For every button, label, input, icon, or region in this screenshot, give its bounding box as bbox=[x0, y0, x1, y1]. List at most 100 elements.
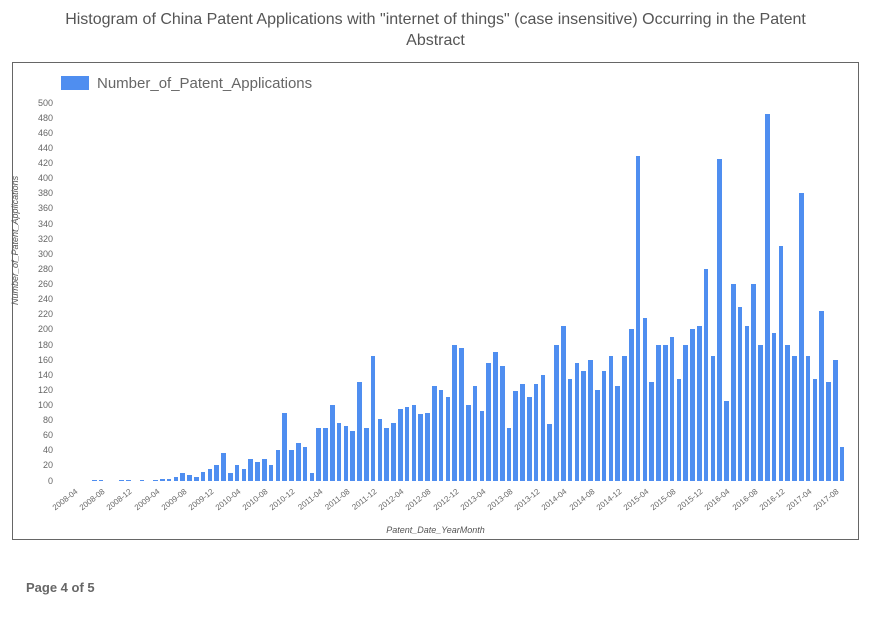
bar bbox=[656, 345, 661, 481]
bar-slot bbox=[241, 103, 248, 481]
bar-slot: 2013-04 bbox=[478, 103, 485, 481]
bar bbox=[534, 384, 539, 481]
bar-slot bbox=[302, 103, 309, 481]
bar bbox=[242, 469, 247, 481]
bar-slot bbox=[139, 103, 146, 481]
x-tick: 2013-04 bbox=[459, 487, 488, 512]
bar bbox=[180, 473, 185, 481]
bar-slot bbox=[281, 103, 288, 481]
bar-slot bbox=[186, 103, 193, 481]
bar bbox=[609, 356, 614, 481]
bar bbox=[160, 479, 165, 481]
bar bbox=[194, 477, 199, 481]
bar bbox=[208, 469, 213, 480]
bar-slot: 2008-04 bbox=[71, 103, 78, 481]
bar-slot bbox=[64, 103, 71, 481]
bar-slot bbox=[295, 103, 302, 481]
bar bbox=[248, 459, 253, 480]
bar-slot bbox=[57, 103, 64, 481]
x-tick: 2017-08 bbox=[812, 487, 841, 512]
x-tick: 2016-04 bbox=[703, 487, 732, 512]
y-tick: 420 bbox=[31, 158, 53, 168]
bar bbox=[201, 472, 206, 481]
x-tick: 2008-12 bbox=[105, 487, 134, 512]
bar bbox=[677, 379, 682, 481]
y-tick: 260 bbox=[31, 279, 53, 289]
y-tick: 160 bbox=[31, 355, 53, 365]
x-tick: 2008-08 bbox=[78, 487, 107, 512]
x-tick: 2012-04 bbox=[377, 487, 406, 512]
bar bbox=[303, 447, 308, 481]
bar-slot bbox=[648, 103, 655, 481]
bar bbox=[391, 423, 396, 480]
bar-slot bbox=[492, 103, 499, 481]
bar bbox=[561, 326, 566, 481]
y-tick: 0 bbox=[31, 476, 53, 486]
bar bbox=[378, 419, 383, 481]
bar bbox=[541, 375, 546, 481]
bar bbox=[704, 269, 709, 481]
bar bbox=[174, 477, 179, 481]
bar bbox=[731, 284, 736, 481]
x-tick: 2016-08 bbox=[731, 487, 760, 512]
bar-slot: 2015-12 bbox=[696, 103, 703, 481]
x-tick: 2009-08 bbox=[160, 487, 189, 512]
bar-slot: 2010-12 bbox=[288, 103, 295, 481]
x-tick: 2012-08 bbox=[404, 487, 433, 512]
bar-slot bbox=[703, 103, 710, 481]
bar bbox=[799, 193, 804, 480]
bar-slot bbox=[519, 103, 526, 481]
bar-slot bbox=[356, 103, 363, 481]
bar-slot: 2008-12 bbox=[125, 103, 132, 481]
bar-slot bbox=[111, 103, 118, 481]
chart-title: Histogram of China Patent Applications w… bbox=[0, 0, 871, 56]
bar-slot bbox=[84, 103, 91, 481]
bar bbox=[772, 333, 777, 480]
bar-slot bbox=[608, 103, 615, 481]
page-indicator: Page 4 of 5 bbox=[26, 580, 95, 595]
bar bbox=[554, 345, 559, 481]
bar bbox=[371, 356, 376, 481]
y-tick: 300 bbox=[31, 249, 53, 259]
bar-slot bbox=[404, 103, 411, 481]
bar bbox=[316, 428, 321, 481]
bar-slot bbox=[410, 103, 417, 481]
bar bbox=[221, 453, 226, 480]
bar-slot bbox=[105, 103, 112, 481]
bar bbox=[833, 360, 838, 481]
bar-slot bbox=[553, 103, 560, 481]
bar bbox=[255, 462, 260, 480]
bar-slot bbox=[383, 103, 390, 481]
x-tick: 2014-04 bbox=[540, 487, 569, 512]
bar-slot bbox=[757, 103, 764, 481]
bar-slot: 2011-04 bbox=[315, 103, 322, 481]
bar-slot bbox=[628, 103, 635, 481]
bar bbox=[350, 431, 355, 480]
bar-slot bbox=[689, 103, 696, 481]
y-tick: 240 bbox=[31, 294, 53, 304]
bar-slot bbox=[526, 103, 533, 481]
bar bbox=[140, 480, 145, 481]
legend: Number_of_Patent_Applications bbox=[57, 73, 316, 94]
bar bbox=[405, 407, 410, 481]
chart-container: Number_of_Patent_Applications Number_of_… bbox=[12, 62, 859, 540]
bar bbox=[466, 405, 471, 481]
bar-slot bbox=[574, 103, 581, 481]
bar-slot: 2014-12 bbox=[614, 103, 621, 481]
bar-slot: 2014-04 bbox=[560, 103, 567, 481]
bar bbox=[738, 307, 743, 481]
y-axis-label: Number_of_Patent_Applications bbox=[10, 297, 20, 305]
y-tick: 340 bbox=[31, 219, 53, 229]
bar-slot bbox=[438, 103, 445, 481]
bar-slot bbox=[159, 103, 166, 481]
bar bbox=[615, 386, 620, 481]
bar bbox=[575, 363, 580, 480]
bar bbox=[711, 356, 716, 481]
bar-slot bbox=[275, 103, 282, 481]
bar bbox=[588, 360, 593, 481]
bar bbox=[806, 356, 811, 481]
bar bbox=[323, 428, 328, 481]
y-tick: 360 bbox=[31, 203, 53, 213]
bar bbox=[473, 386, 478, 481]
y-tick: 200 bbox=[31, 324, 53, 334]
